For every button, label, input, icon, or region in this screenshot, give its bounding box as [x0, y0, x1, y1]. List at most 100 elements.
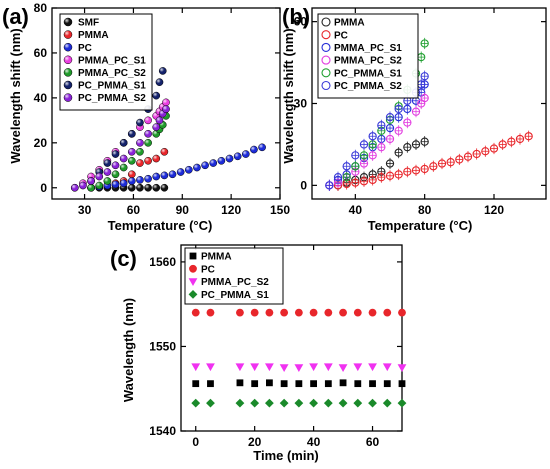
data-point — [382, 363, 392, 372]
data-point — [351, 177, 360, 189]
data-point — [209, 159, 218, 167]
data-point — [201, 161, 209, 170]
data-point — [168, 170, 177, 179]
data-point — [417, 51, 426, 63]
panel-c-y-axis-title: Wavelength (nm) — [121, 298, 136, 402]
data-point — [323, 398, 333, 408]
panel-c-series-pmma-pc-s2 — [191, 363, 407, 372]
data-point — [250, 145, 258, 154]
data-point — [127, 156, 136, 165]
data-point — [279, 398, 289, 408]
data-point — [353, 363, 363, 372]
legend-swatch — [188, 290, 198, 299]
data-point — [351, 149, 360, 161]
data-point — [403, 117, 412, 129]
panel-b-x-axis-title: Temperature (°C) — [368, 218, 473, 233]
data-point — [369, 380, 376, 388]
panel-c-series-pc-pmma-s1 — [191, 398, 407, 408]
legend-label: PMMA_PC_S1 — [78, 55, 146, 66]
data-point — [111, 180, 120, 189]
data-point — [265, 308, 274, 317]
data-point — [119, 163, 128, 172]
data-point — [385, 111, 395, 123]
data-point — [206, 308, 215, 317]
data-point — [394, 168, 403, 181]
legend-swatch — [63, 17, 73, 27]
data-point — [403, 166, 412, 178]
panel-c-series-pmma — [192, 379, 406, 388]
panel-c-x-tick-label: 60 — [366, 435, 380, 449]
data-point — [515, 133, 525, 145]
data-point — [95, 181, 104, 190]
data-point — [398, 380, 406, 388]
data-point — [119, 154, 128, 163]
panel-c-x-tick-label: 40 — [307, 435, 321, 449]
data-point — [160, 183, 169, 192]
data-point — [127, 147, 136, 156]
panel-a-y-tick-label: 0 — [40, 181, 47, 195]
data-point — [191, 398, 201, 408]
data-point — [236, 308, 244, 317]
data-point — [489, 142, 499, 155]
data-point — [136, 183, 144, 192]
data-point — [79, 181, 87, 190]
panel-b-legend-box — [317, 13, 419, 99]
legend-label: PC_PMMA_S2 — [334, 81, 402, 92]
data-point — [152, 91, 161, 100]
panel-c-series — [191, 308, 407, 408]
data-point — [103, 168, 112, 176]
data-point — [377, 119, 386, 131]
legend-swatch — [63, 80, 73, 90]
data-point — [397, 364, 407, 372]
data-point — [155, 78, 164, 87]
panel-b-x-tick-label: 120 — [484, 203, 504, 217]
data-point — [397, 398, 407, 408]
data-point — [191, 363, 201, 372]
data-point — [309, 308, 318, 317]
data-point — [324, 380, 332, 388]
legend-swatch — [321, 42, 331, 52]
panel-a-axes: 30 60 90 120 150 0 20 40 60 80 — [34, 1, 291, 217]
data-point — [206, 363, 215, 372]
data-point — [160, 147, 169, 156]
data-point — [342, 171, 351, 183]
data-point — [136, 147, 144, 156]
panel-c-x-tick-label: 20 — [248, 435, 262, 449]
legend-label: PMMA — [201, 252, 232, 263]
legend-label: SMF — [78, 18, 99, 29]
data-point — [127, 183, 136, 192]
data-point — [144, 116, 152, 125]
data-point — [266, 379, 273, 387]
panel-b-y-tick-label: 0 — [300, 178, 307, 192]
panel-a-x-tick-label: 150 — [270, 203, 290, 217]
data-point — [354, 380, 362, 388]
data-point — [87, 183, 95, 192]
data-point — [359, 138, 369, 151]
data-point — [385, 170, 395, 182]
data-point — [95, 172, 104, 181]
data-point — [144, 174, 152, 183]
data-point — [160, 171, 169, 180]
panel-c-letter: (c) — [110, 246, 137, 271]
legend-label: PMMA_PC_S1 — [334, 43, 402, 54]
data-point — [111, 161, 120, 170]
data-point — [338, 364, 348, 372]
data-point — [437, 157, 447, 170]
data-point — [411, 164, 421, 176]
data-point — [481, 145, 490, 157]
data-point — [127, 129, 136, 138]
data-point — [294, 308, 303, 317]
legend-swatch — [321, 17, 331, 27]
data-point — [279, 364, 289, 372]
legend-swatch — [189, 264, 197, 273]
panel-a-letter: (a) — [2, 4, 29, 29]
data-point — [250, 363, 260, 372]
data-point — [368, 130, 377, 142]
data-point — [383, 308, 392, 317]
panel-c-axes: 0 20 40 60 1540 1550 1560 — [149, 244, 403, 449]
data-point — [455, 153, 464, 166]
data-point — [368, 363, 377, 372]
data-point — [127, 170, 136, 179]
